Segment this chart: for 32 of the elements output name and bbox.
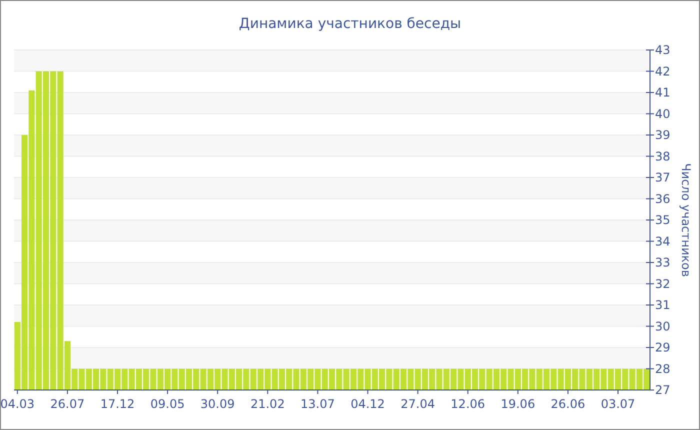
x-tick-label: 09.05 — [150, 397, 185, 411]
y-tick-label: 31 — [655, 298, 670, 312]
y-tick-label: 42 — [655, 64, 670, 78]
x-tick-label: 04.03 — [0, 397, 35, 411]
x-tick-label: 26.06 — [550, 397, 586, 411]
y-tick-label: 43 — [655, 43, 670, 57]
x-tick-label: 04.12 — [350, 397, 385, 411]
y-tick-label: 41 — [655, 86, 670, 100]
y-tick-label: 27 — [655, 383, 670, 397]
chart-title: Динамика участников беседы — [238, 16, 462, 32]
y-tick-label: 37 — [655, 170, 670, 184]
x-tick-label: 27.04 — [400, 397, 435, 411]
x-tick-label: 30.09 — [200, 397, 235, 411]
x-tick-label: 12.06 — [450, 397, 486, 411]
y-tick-label: 36 — [655, 192, 670, 206]
x-tick-label: 26.07 — [50, 397, 85, 411]
y-axis-title: Число участников — [679, 163, 693, 277]
y-tick-label: 35 — [655, 213, 670, 227]
y-tick-label: 32 — [655, 276, 670, 291]
y-tick-label: 39 — [655, 128, 670, 142]
y-tick-label: 30 — [655, 319, 670, 334]
y-tick-label: 29 — [655, 340, 670, 354]
y-tick-label: 28 — [655, 362, 670, 376]
y-tick-label: 38 — [655, 149, 670, 164]
x-tick-label: 19.06 — [500, 397, 536, 411]
x-tick-label: 03.07 — [600, 397, 636, 411]
y-tick-label: 34 — [655, 234, 670, 248]
y-tick-label: 40 — [655, 106, 670, 121]
x-tick-label: 13.07 — [300, 397, 335, 411]
x-tick-label: 17.12 — [100, 397, 135, 411]
x-tick-label: 21.02 — [250, 397, 285, 411]
y-tick-label: 33 — [655, 256, 670, 270]
